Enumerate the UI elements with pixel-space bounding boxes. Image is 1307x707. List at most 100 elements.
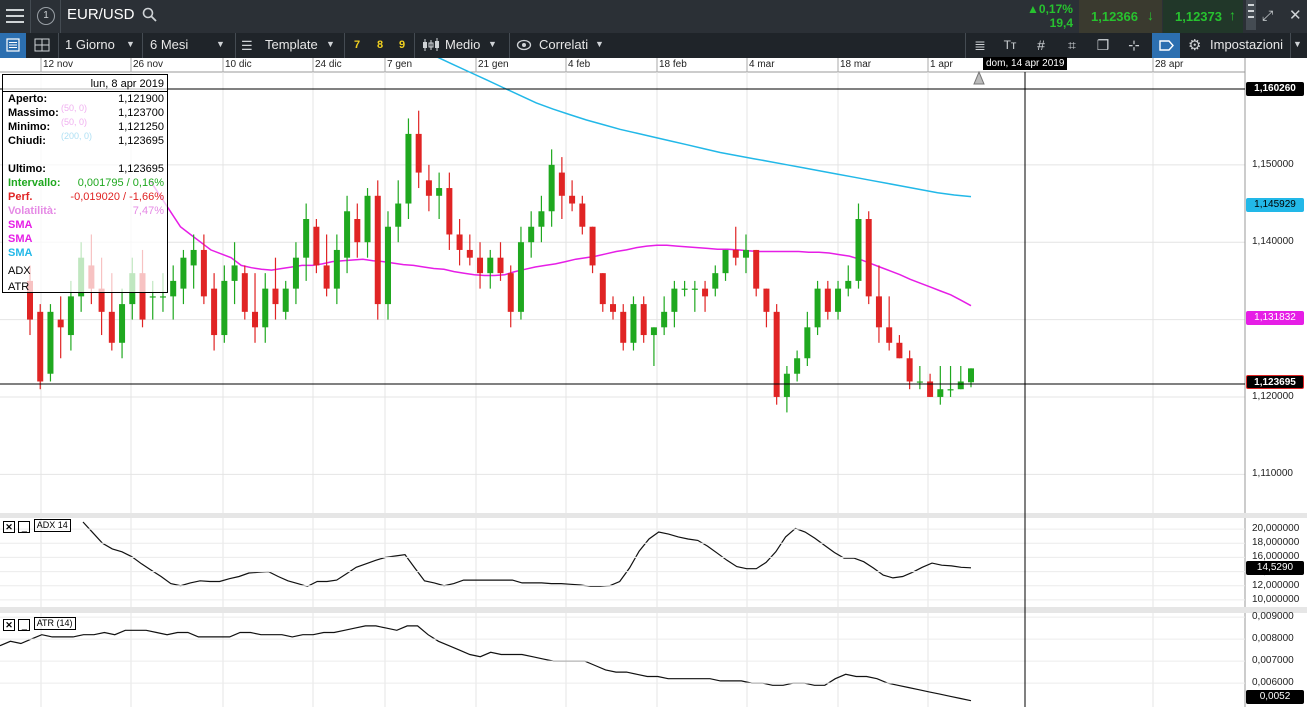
info-row: SMA: [8, 247, 164, 260]
template-dropdown[interactable]: Template ▼: [265, 37, 340, 52]
info-row-label: ATR: [8, 281, 30, 293]
candle: [937, 366, 944, 405]
template-label: Template: [265, 37, 318, 52]
candle: [507, 265, 514, 328]
close-icon[interactable]: ✕: [1289, 7, 1302, 24]
close-panel-icon[interactable]: ✕: [3, 619, 15, 631]
candle-body: [231, 265, 238, 281]
candle-body: [599, 273, 606, 305]
candle-body: [650, 327, 657, 336]
candle-body: [916, 381, 923, 383]
date-label: 24 dic: [315, 59, 342, 70]
candle-body: [272, 288, 279, 305]
symbol-title[interactable]: EUR/USD: [67, 6, 135, 23]
font-size-icon[interactable]: Tт: [1003, 38, 1017, 52]
pin-icon[interactable]: ⊹: [1128, 37, 1140, 53]
candle: [569, 180, 576, 212]
date-label: 18 mar: [840, 59, 872, 70]
info-badge-icon[interactable]: 1: [37, 7, 55, 25]
adx-panel-header: ✕ _ ADX 14: [3, 519, 71, 533]
candle-body: [292, 257, 299, 289]
candle: [773, 304, 780, 405]
sell-price: 1,12366: [1091, 9, 1138, 24]
grid-toggle-icon[interactable]: #: [1037, 37, 1045, 53]
hamburger-menu-icon[interactable]: [6, 9, 24, 23]
candle: [691, 280, 698, 312]
price-axis-label: 1,150000: [1252, 158, 1294, 170]
candle-body: [661, 311, 668, 328]
candle: [753, 249, 760, 297]
scroll-indicator[interactable]: [1246, 0, 1256, 30]
crosshair-settings-icon[interactable]: ⌗: [1068, 37, 1076, 53]
candle-body: [282, 288, 289, 312]
info-row-label: Ultimo:: [8, 163, 46, 175]
candle: [190, 234, 197, 289]
info-row-value: 1,123700: [118, 107, 164, 119]
spread-value: 19,4: [1049, 16, 1073, 30]
candle-body: [681, 288, 688, 290]
candle-body: [108, 311, 115, 343]
text-align-icon[interactable]: ≣: [974, 37, 986, 53]
info-row-label: Aperto:: [8, 93, 48, 105]
candle: [538, 195, 545, 243]
arrow-up-icon: ↑: [1229, 7, 1236, 23]
candle-body: [67, 296, 74, 336]
info-row-label: SMA: [8, 219, 33, 231]
adx-panel-title: ADX 14: [33, 519, 71, 532]
chevron-down-icon[interactable]: ▼: [1293, 39, 1302, 49]
candle-body: [875, 296, 882, 328]
close-panel-icon[interactable]: ✕: [3, 521, 15, 533]
candle-body: [742, 249, 749, 258]
buy-button[interactable]: 1,12373 ↑: [1163, 0, 1243, 33]
price-chart[interactable]: [0, 58, 1307, 707]
copy-layers-icon[interactable]: ❐: [1096, 37, 1110, 53]
candle-body: [364, 195, 371, 243]
candle-body: [333, 249, 340, 289]
minimize-panel-icon[interactable]: _: [18, 521, 31, 533]
candle: [221, 265, 228, 343]
price-axis-label: 1,110000: [1252, 468, 1293, 480]
candle-body: [466, 249, 473, 258]
candle: [957, 366, 964, 390]
chart-style-dropdown[interactable]: Medio ▼: [445, 37, 505, 52]
sell-button[interactable]: 1,12366 ↓: [1079, 0, 1162, 33]
related-dropdown[interactable]: Correlati ▼: [539, 37, 609, 52]
candle-body: [37, 311, 44, 382]
list-view-button[interactable]: [0, 33, 26, 58]
adx-axis-label: 18,000000: [1252, 537, 1300, 549]
candle-body: [538, 211, 545, 227]
expand-icon[interactable]: ⤢: [1262, 7, 1274, 23]
info-row-label: Volatilità:: [8, 205, 57, 217]
chevron-down-icon: ▼: [488, 39, 497, 49]
candlestick-icon: [422, 38, 440, 52]
info-row: ATR: [8, 281, 164, 294]
preset-8-button[interactable]: 8: [377, 39, 384, 51]
interval-dropdown[interactable]: 1 Giorno ▼: [65, 37, 140, 52]
preset-9-button[interactable]: 9: [399, 39, 406, 51]
range-dropdown[interactable]: 6 Mesi ▼: [150, 37, 230, 52]
settings-button[interactable]: Impostazioni: [1210, 37, 1283, 52]
change-pct: 0,17%: [1038, 2, 1073, 16]
candle: [845, 265, 852, 297]
candle: [517, 226, 524, 320]
candle-body: [180, 257, 187, 289]
candle-body: [927, 381, 934, 397]
candle: [313, 219, 320, 274]
info-row-value: 1,123695: [118, 135, 164, 147]
preset-7-button[interactable]: 7: [354, 39, 361, 51]
candle: [650, 327, 657, 366]
candle: [732, 226, 739, 266]
candle-body: [794, 358, 801, 374]
candle: [579, 195, 586, 235]
candle-body: [170, 280, 177, 297]
template-icon: ☰: [241, 38, 253, 53]
tag-toggle-button[interactable]: [1152, 33, 1180, 58]
search-icon[interactable]: [142, 7, 157, 22]
candle: [466, 234, 473, 266]
price-axis-label: 1,120000: [1252, 390, 1294, 402]
candle: [272, 257, 279, 320]
candle-body: [558, 172, 565, 196]
minimize-panel-icon[interactable]: _: [18, 619, 31, 631]
grid-layout-icon[interactable]: [34, 38, 50, 52]
info-row-label: Perf.: [8, 191, 33, 203]
